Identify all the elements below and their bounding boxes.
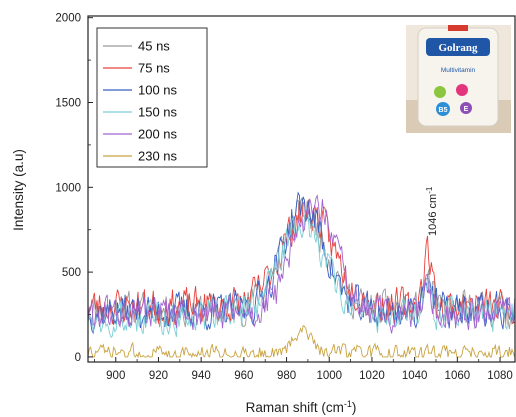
legend-label: 230 ns: [138, 149, 178, 164]
x-tick-label: 960: [234, 370, 253, 382]
x-tick-label: 1020: [359, 370, 385, 382]
series-layer: [88, 191, 515, 359]
y-axis: 0 500 1000 1500 2000: [55, 13, 93, 364]
legend-label: 100 ns: [138, 83, 178, 98]
y-tick-label: 2000: [55, 13, 81, 25]
inset-product-label: Multivitamin: [441, 67, 476, 74]
x-tick-label: 1060: [445, 370, 471, 382]
series-line-45-ns: [88, 197, 515, 329]
legend-label: 200 ns: [138, 127, 178, 142]
legend-label: 75 ns: [138, 61, 170, 76]
y-tick-label: 500: [62, 267, 81, 279]
legend: 45 ns 75 ns 100 ns 150 ns 200 ns 230 ns: [96, 27, 208, 168]
legend-box: [96, 27, 208, 168]
x-tick-label: 1000: [316, 370, 342, 382]
inset-brand-label: Golrang: [438, 42, 478, 54]
legend-label: 45 ns: [138, 39, 170, 54]
y-tick-label: 0: [75, 352, 81, 364]
series-line-100-ns: [88, 191, 515, 335]
inset-badge-e: E: [464, 106, 469, 113]
x-tick-label: 1040: [402, 370, 428, 382]
series-line-150-ns: [88, 207, 515, 339]
inset-badge-b5: B5: [439, 107, 448, 114]
x-tick-label: 900: [106, 370, 125, 382]
legend-label: 150 ns: [138, 105, 178, 120]
x-axis-title: Raman shift (cm-1): [246, 399, 357, 415]
series-line-230-ns: [88, 325, 515, 359]
x-tick-label: 980: [277, 370, 296, 382]
x-tick-label: 920: [149, 370, 168, 382]
annotation-1046: 1046 cm-1: [425, 186, 439, 236]
inset-photo: Golrang Multivitamin B5 E: [406, 25, 511, 133]
x-axis: 900 920 940 960 980 1000 1020 1040 1060 1080: [94, 357, 513, 382]
plot-frame: [87, 15, 516, 363]
peak-annotation: 1046 cm-1: [425, 186, 439, 236]
x-tick-label: 1080: [487, 370, 513, 382]
x-tick-label: 940: [192, 370, 211, 382]
y-axis-title: Intensity (a.u): [11, 149, 26, 231]
y-tick-label: 1500: [55, 98, 81, 110]
series-line-200-ns: [88, 194, 515, 334]
y-tick-label: 1000: [55, 182, 81, 194]
